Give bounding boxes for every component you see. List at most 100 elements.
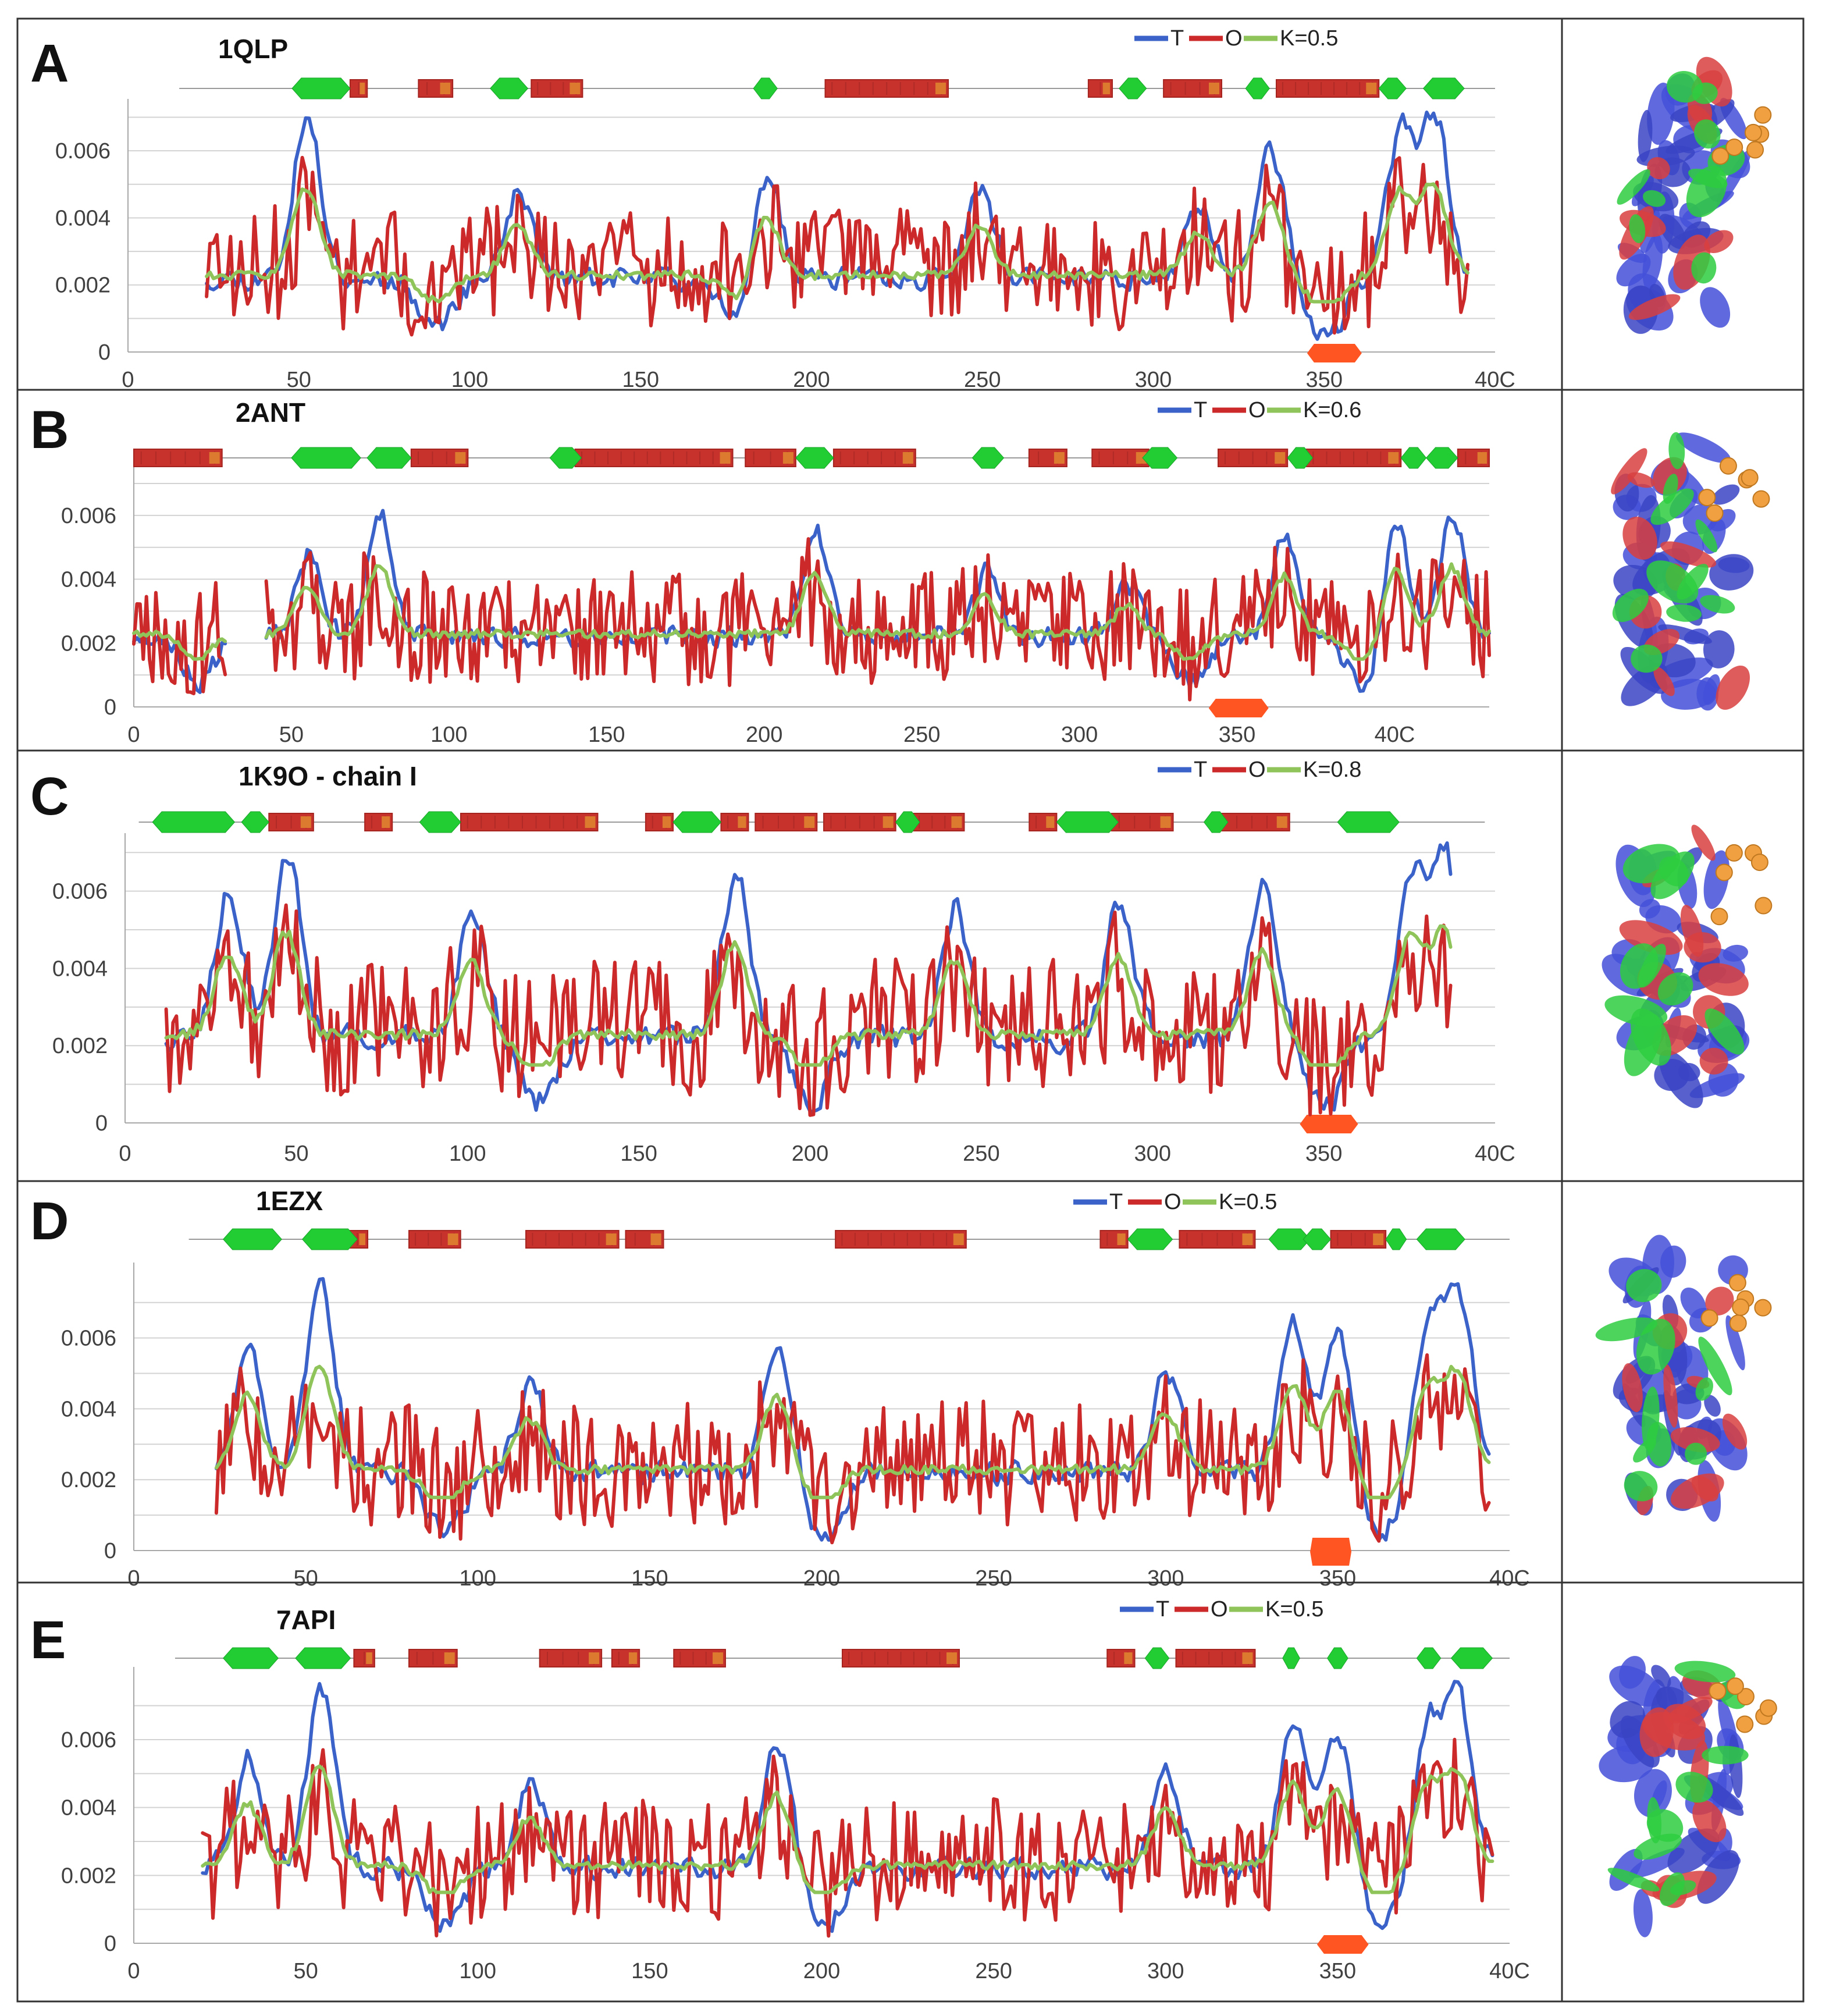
- structure-ribbon: [1698, 1336, 1732, 1396]
- structure-ribbon: [1634, 1833, 1682, 1860]
- structure-ribbon: [1639, 1707, 1674, 1757]
- x-tick-label: 0: [127, 723, 140, 747]
- helix-cap: [902, 452, 913, 464]
- legend-k-label: K=0.5: [1219, 1190, 1277, 1214]
- ligand-atom: [1729, 1314, 1747, 1332]
- helix-cap: [359, 1233, 366, 1245]
- legend-o-label: O: [1248, 398, 1266, 422]
- structure-ribbon: [1633, 1889, 1653, 1937]
- y-tick-label: 0.004: [55, 206, 111, 230]
- helix-segment: [460, 813, 599, 831]
- strand-segment: [1303, 1228, 1332, 1250]
- structure-ribbon: [1627, 472, 1655, 488]
- structure-ribbon: [1612, 588, 1649, 623]
- structure-ribbon: [1634, 1769, 1672, 1818]
- structure-ribbon: [1691, 824, 1716, 861]
- series-line-k: [205, 182, 1469, 304]
- series-line-t: [205, 111, 1469, 341]
- y-tick-label: 0.006: [61, 1728, 116, 1752]
- x-tick-label: 40C: [1475, 1142, 1515, 1166]
- structure-ribbon: [1647, 1797, 1661, 1844]
- helix-segment: [574, 449, 734, 467]
- x-tick-label: 250: [964, 368, 1001, 392]
- x-tick-label: 150: [631, 1566, 668, 1591]
- structure-ribbon: [1607, 1868, 1660, 1891]
- structure-ribbon: [1604, 995, 1668, 1026]
- legend: T O K=0.6: [1158, 398, 1361, 422]
- structure-ribbon: [1609, 1848, 1643, 1891]
- figure-frame: [16, 17, 1805, 2003]
- structure-ribbon: [1700, 595, 1735, 614]
- structure-ribbon: [1631, 644, 1663, 673]
- structure-ribbon: [1667, 1828, 1720, 1874]
- structure-ribbon: [1723, 944, 1748, 962]
- structure-ribbon: [1677, 564, 1709, 600]
- structure-ribbon: [1626, 1269, 1662, 1303]
- structure-ribbon: [1712, 484, 1740, 505]
- helix-cap: [1242, 1652, 1253, 1664]
- x-tick-label: 300: [1061, 723, 1098, 747]
- strand-segment: [1245, 77, 1270, 99]
- panel-title: 1K9O - chain I: [239, 761, 417, 791]
- y-tick-label: 0.002: [61, 1468, 116, 1492]
- ligand-atom: [1732, 1298, 1750, 1316]
- structure-ribbon: [1704, 1395, 1721, 1417]
- y-tick-label: 0.006: [61, 1327, 116, 1351]
- structure-ribbon: [1660, 541, 1717, 568]
- structure-ribbon: [1697, 1850, 1739, 1904]
- ligand-atom: [1710, 908, 1728, 926]
- y-tick-label: 0.002: [52, 1034, 108, 1058]
- helix-cap: [628, 1652, 638, 1664]
- structure-ribbon: [1666, 604, 1702, 622]
- ligand-atom: [1715, 863, 1733, 881]
- x-tick-label: 150: [588, 723, 625, 747]
- helix-cap: [712, 1652, 723, 1664]
- panel-letter: B: [30, 400, 69, 460]
- structure-ribbon: [1675, 1772, 1713, 1803]
- active-site-marker: [1208, 699, 1269, 717]
- helix-segment: [133, 449, 223, 467]
- y-tick-label: 0: [104, 695, 116, 720]
- panel-d: D 1EZX T O K=0.5 0 0.002 0.004 0.006 0 50 100 150 200…: [17, 1180, 1803, 1591]
- helix-cap: [444, 1652, 455, 1664]
- helix-cap: [1046, 816, 1055, 828]
- y-tick-label: 0: [104, 1539, 116, 1563]
- strand-segment: [795, 447, 834, 469]
- y-tick-label: 0.006: [55, 139, 111, 163]
- y-tick-label: 0.006: [52, 880, 108, 904]
- helix-cap: [606, 1233, 617, 1245]
- x-tick-label: 50: [284, 1142, 308, 1166]
- helix-cap: [1160, 816, 1171, 828]
- structure-ribbon: [1694, 119, 1721, 149]
- strand-segment: [291, 77, 351, 99]
- helix-cap: [1209, 83, 1219, 94]
- x-tick-label: 40C: [1375, 723, 1415, 747]
- ligand-atom: [1726, 1677, 1744, 1695]
- panel-title: 7API: [276, 1605, 336, 1635]
- strand-segment: [672, 811, 722, 833]
- x-tick-label: 250: [975, 1566, 1012, 1591]
- structure-ribbon: [1699, 1047, 1728, 1075]
- helix-cap: [1276, 816, 1287, 828]
- y-tick-label: 0: [95, 1111, 108, 1136]
- strand-segment: [753, 77, 778, 99]
- strand-segment: [1337, 811, 1400, 833]
- strand-segment: [1127, 1228, 1173, 1250]
- strand-segment: [1422, 77, 1465, 99]
- secondary-structure-track: [179, 77, 1495, 99]
- helix-cap: [366, 1652, 372, 1664]
- strand-segment: [1450, 1647, 1493, 1669]
- protein-structure-image: [1616, 56, 1772, 334]
- x-tick-label: 250: [903, 723, 940, 747]
- strand-segment: [1378, 77, 1407, 99]
- protein-structure-image: [1611, 432, 1770, 711]
- strand-segment: [223, 1647, 279, 1669]
- protein-structure-image: [1599, 1656, 1777, 1937]
- ligand-atom: [1725, 844, 1743, 862]
- series-group: [205, 111, 1469, 341]
- ligand-atom: [1759, 1699, 1777, 1717]
- structure-ribbon: [1653, 666, 1675, 696]
- strand-segment: [1144, 1647, 1170, 1669]
- y-tick-label: 0.002: [61, 631, 116, 656]
